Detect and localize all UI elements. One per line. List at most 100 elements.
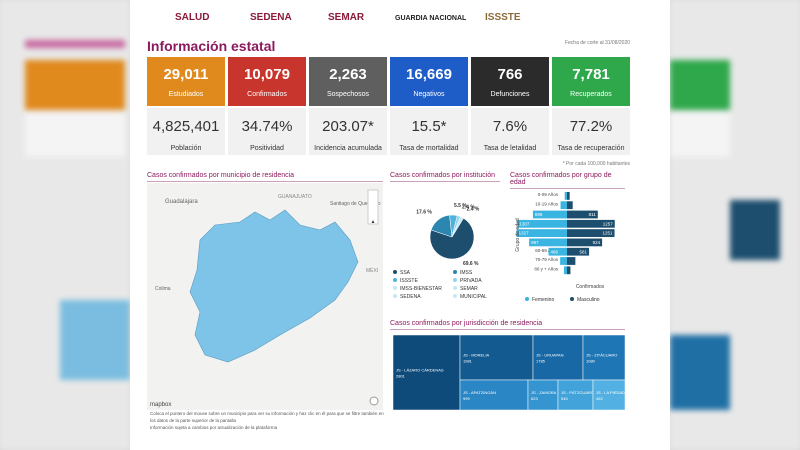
footnote: * Por cada 100,000 habitantes <box>562 161 630 167</box>
attribution: mapbox <box>150 402 171 408</box>
treemap-name: JS - LA PIEDAD <box>596 390 625 395</box>
treemap-name: JS - ZITÁCUARO <box>586 353 617 358</box>
legend-dot <box>393 294 397 298</box>
age-label: 80 y + Años <box>534 266 558 271</box>
treemap-cell <box>392 334 461 411</box>
pie-label: 5.5 % <box>454 203 467 209</box>
note: Coloca el puntero del mouse sobre un mun… <box>150 411 384 423</box>
note: Información sujeta a cambios por actuali… <box>150 425 278 430</box>
legend-label: Femenino <box>532 297 554 303</box>
stat-value: 29,011 <box>163 66 209 83</box>
place-label: Colima <box>155 286 171 292</box>
stat-label: Recuperados <box>570 91 612 98</box>
treemap-value: 999 <box>463 396 470 401</box>
age-label: 10-19 Años <box>535 201 559 206</box>
indicator-card: 34.74% Positividad <box>228 108 306 155</box>
treemap-value: 1080 <box>586 359 596 364</box>
age-bar <box>548 247 567 256</box>
treemap-cell <box>527 379 559 411</box>
axis-title: Grupo de edad <box>515 218 521 252</box>
legend-label: MUNICIPAL <box>460 294 487 300</box>
legend-dot <box>570 297 574 301</box>
stat-label: Negativos <box>413 91 445 98</box>
logo: SALUD <box>175 12 210 23</box>
stat-value: 2,263 <box>329 66 367 83</box>
age-bar <box>567 192 570 200</box>
pie-label: 69.6 % <box>463 261 479 267</box>
age-value: 924 <box>593 240 601 245</box>
age-bar <box>567 219 615 228</box>
age-label: 60-69 Años <box>535 248 559 253</box>
treemap-value: 623 <box>531 396 538 401</box>
stat-value: 16,669 <box>406 66 452 83</box>
state-map[interactable] <box>189 209 359 363</box>
legend-dot <box>393 286 397 290</box>
indicator-label: Positividad <box>250 145 284 152</box>
stat-card: 766 Defunciones <box>471 57 549 106</box>
logo: GUARDIA NACIONAL <box>395 15 467 22</box>
treemap-name: JS - MORELIA <box>463 353 490 358</box>
indicator-card: 4,825,401 Población <box>147 108 225 155</box>
age-bar <box>532 210 567 219</box>
indicator-card: 77.2% Tasa de recuperación <box>552 108 630 155</box>
legend-label: SEMAR <box>460 286 478 292</box>
age-value: 581 <box>580 249 588 254</box>
treemap-value: 1981 <box>463 359 473 364</box>
legend-dot <box>453 270 457 274</box>
date: Fecha de corte al 31/08/2020 <box>564 40 630 46</box>
notes: Coloca el puntero del mouse sobre un mun… <box>150 410 390 431</box>
treemap-cell <box>557 379 594 411</box>
legend-label: PRIVADA <box>460 278 482 284</box>
indicator-label: Tasa de letalidad <box>483 145 537 152</box>
legend-label: SSA <box>400 270 411 276</box>
age-bar <box>564 192 567 200</box>
age-bar <box>563 266 567 275</box>
title: Información estatal <box>147 38 276 54</box>
treemap-cell <box>582 334 626 381</box>
stat-card: 7,781 Recuperados <box>552 57 630 106</box>
treemap-name: JS - LÁZARO CÁRDENAS <box>396 368 444 373</box>
indicator-card: 15.5* Tasa de mortalidad <box>390 108 468 155</box>
legend-label: Masculino <box>577 297 600 303</box>
stat-label: Estudiados <box>168 91 204 98</box>
treemap-value: 452 <box>596 396 603 401</box>
indicator-value: 4,825,401 <box>152 118 220 135</box>
indicator-label: Incidencia acumulada <box>314 145 382 152</box>
pie-label: 17.6 % <box>416 210 432 216</box>
age-label: 70-79 Años <box>535 257 559 262</box>
pie-slice <box>429 217 475 260</box>
treemap-name: JS - ZAMORA <box>531 390 557 395</box>
logo: SEMAR <box>328 12 365 23</box>
info-button[interactable] <box>369 396 379 406</box>
legend-label: IMSS-BIENESTAR <box>400 286 442 292</box>
logo: SEDENA <box>250 12 292 23</box>
age-value: 1327 <box>519 231 530 236</box>
legend-dot <box>393 270 397 274</box>
stat-value: 10,079 <box>244 66 290 83</box>
section-title: Casos confirmados por institución <box>390 172 500 182</box>
age-value: 1307 <box>519 221 530 226</box>
place-label: Santiago de Querétaro <box>330 201 381 207</box>
age-value: 898 <box>535 212 543 217</box>
stat-card: 16,669 Negativos <box>390 57 468 106</box>
age-bar <box>567 257 576 265</box>
section-title: Casos confirmados por grupo de edad <box>510 172 625 189</box>
age-bar <box>567 229 615 237</box>
treemap-cell <box>592 379 626 411</box>
pie-label: 2.4 % <box>462 205 475 211</box>
treemap-name: JS - URUAPAN <box>536 353 564 358</box>
age-bar <box>567 238 603 247</box>
legend-label: IMSS <box>460 270 473 276</box>
age-value: 1251 <box>603 231 614 236</box>
legend-label: SEDENA <box>400 294 421 300</box>
bg-left <box>0 0 130 450</box>
treemap-name: JS - PÁTZCUARO <box>561 390 594 395</box>
zoom-control[interactable] <box>367 189 379 225</box>
axis-title: Confirmados <box>576 284 605 290</box>
age-bar <box>516 229 567 237</box>
stat-value: 7,781 <box>572 66 610 83</box>
pie-slice <box>451 216 464 238</box>
legend-dot <box>525 297 529 301</box>
